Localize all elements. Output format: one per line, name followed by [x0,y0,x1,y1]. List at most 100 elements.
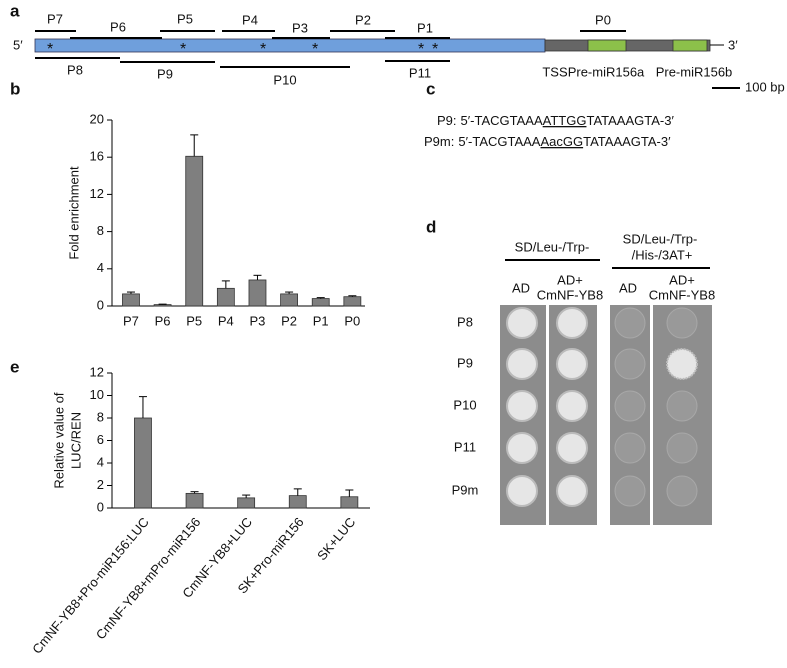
colony [614,307,646,339]
bar [185,155,204,307]
probe-label: P8 [67,62,83,77]
probe-label: P2 [355,12,371,27]
bar [340,496,359,509]
y-tick-label: 10 [90,387,104,402]
y-tick-label: 20 [90,111,104,126]
panel-label: c [426,79,435,98]
colony [614,475,646,507]
colony [614,390,646,422]
bar [280,293,299,307]
svg-text:*: * [260,41,266,58]
colony [506,348,538,380]
feature-label: Pre-miR156b [656,64,733,79]
asterisks: * * * * * * [47,41,438,58]
construct-label: CmNF-YB8 [537,287,603,302]
x-tick-label: P5 [186,313,202,328]
row-label: P11 [454,439,476,454]
bar [288,495,307,509]
probe-label: P7 [47,11,63,26]
y-tick-label: 8 [97,223,104,238]
probe-label: P6 [110,19,126,34]
sequence-part: AacGG [540,134,583,149]
y-axis-label: Relative value of [51,392,66,488]
bar [248,279,267,307]
probe-label: P4 [242,12,258,27]
y-tick-label: 6 [97,432,104,447]
probe-label: P3 [292,20,308,35]
colony [666,432,698,464]
panel-label: a [10,1,20,20]
y-axis-label: Fold enrichment [66,166,81,260]
probe-label: P9 [157,66,173,81]
y-tick-label: 0 [97,297,104,312]
colony [666,390,698,422]
promoter-bar [34,38,546,53]
bar [311,298,330,307]
probe-label: P11 [409,65,431,80]
probe-label: P1 [417,20,433,35]
colony [666,307,698,339]
bar [122,293,140,307]
colony [556,432,588,464]
x-tick-label: P2 [281,313,297,328]
colony [506,475,538,507]
sequence-part: P9: [437,113,457,128]
panel-label: d [426,217,436,236]
y-tick-label: 4 [97,260,104,275]
colony [666,348,698,380]
colony [666,475,698,507]
x-tick-label: P4 [218,313,234,328]
construct-label: AD [619,280,637,295]
row-label: P9m [452,482,479,497]
construct-label: AD [512,280,530,295]
y-tick-label: 12 [90,186,104,201]
medium-label: /His-/3AT+ [632,247,693,262]
colony [614,432,646,464]
x-tick-label: SK+LUC [314,514,358,563]
svg-text:*: * [180,41,186,58]
colony [556,390,588,422]
bar [134,417,152,509]
x-tick-label: CmNF-YB8+mPro-miR156 [93,514,204,642]
y-axis-label: LUC/REN [68,412,83,469]
construct-label: AD+ [557,272,583,287]
bar [216,287,235,307]
promoter-diagram: 5′ 3′ * * * * * * P7 P6 P5 P4 P3 P2 P1 P0 P… [13,11,785,94]
row-label: P8 [457,314,473,329]
svg-text:*: * [312,41,318,58]
x-tick-label: P0 [344,313,360,328]
y-tick-label: 4 [97,454,104,469]
colony [556,307,588,339]
svg-text:*: * [432,41,438,58]
y-tick-label: 0 [97,499,104,514]
x-tick-label: P6 [155,313,171,328]
medium-label: SD/Leu-/Trp- [623,231,698,246]
row-label: P10 [453,397,476,412]
colony [506,432,538,464]
panel-label: e [10,357,19,376]
bar [153,304,172,307]
sequence-part: TATAAAGTA-3′ [583,134,671,149]
scale-label: 100 bp [745,79,785,94]
x-tick-label: P7 [123,313,139,328]
sequence-part: 5′-TACGTAAA [461,113,543,128]
bar [343,296,362,307]
construct-label: CmNF-YB8 [649,287,715,302]
y-tick-label: 16 [90,149,104,164]
colony [506,307,538,339]
probe-label: P5 [177,11,193,26]
svg-text:*: * [47,41,53,58]
colony [506,390,538,422]
pre-mir [587,39,627,52]
sequence-part: P9m: [424,134,454,149]
bar [237,497,256,509]
y-tick-label: 8 [97,409,104,424]
svg-text:*: * [418,41,424,58]
end-label: 3′ [728,37,738,52]
colony [556,348,588,380]
probe-label: P0 [595,12,611,27]
feature-label: Pre-miR156a [568,64,645,79]
sequence-part: ATTGG [543,113,587,128]
sequence: P9m: 5′-TACGTAAAAacGGTATAAAGTA-3′ [424,134,671,149]
x-tick-label: P1 [313,313,329,328]
